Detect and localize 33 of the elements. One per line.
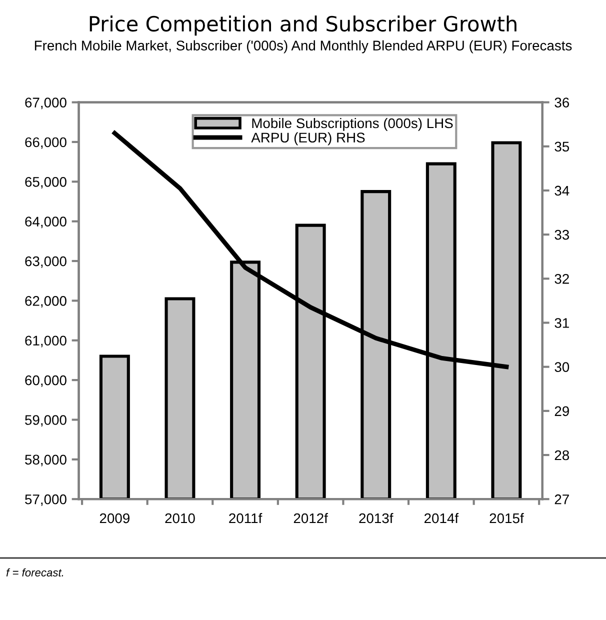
- y-tick-label: 62,000: [25, 296, 66, 308]
- y-tick-label: 60,000: [25, 375, 66, 387]
- x-tick-label: 2010: [165, 513, 195, 524]
- y2-tick-label: 33: [554, 230, 570, 240]
- y-tick-label: 57,000: [25, 494, 66, 506]
- y2-tick-label: 32: [554, 274, 569, 284]
- y2-tick-label: 34: [554, 186, 570, 196]
- y2-tick-label: 35: [554, 142, 570, 152]
- y2-tick-label: 31: [554, 318, 569, 328]
- x-tick-label: 2012f: [294, 513, 328, 524]
- legend-label: ARPU (EUR) RHS: [251, 132, 365, 146]
- x-tick-label: 2009: [100, 513, 130, 524]
- y-tick-label: 61,000: [25, 336, 66, 348]
- y2-tick-label: 36: [554, 98, 570, 108]
- y-tick-label: 59,000: [25, 415, 66, 427]
- y2-tick-label: 27: [554, 494, 569, 504]
- y2-tick-label: 28: [554, 450, 570, 460]
- chart-title: Price Competition and Subscriber Growth: [90, 16, 516, 36]
- chart-subtitle: French Mobile Market, Subscriber ('000s) And Monthly Blended ARPU (EUR) Forecasts: [34, 40, 572, 54]
- y-tick-label: 66,000: [25, 137, 66, 149]
- y-tick-label: 63,000: [25, 256, 66, 268]
- y-tick-label: 64,000: [25, 216, 66, 228]
- x-tick-label: 2014f: [424, 513, 459, 524]
- y2-tick-label: 29: [554, 406, 569, 416]
- x-tick-label: 2013f: [359, 513, 394, 524]
- y-tick-label: 67,000: [25, 98, 66, 110]
- x-tick-label: 2011f: [229, 513, 262, 524]
- legend-label: Mobile Subscriptions (000s) LHS: [252, 118, 453, 131]
- x-tick-label: 2015f: [490, 513, 524, 524]
- y2-tick-label: 30: [554, 362, 570, 372]
- y-tick-label: 58,000: [25, 454, 66, 466]
- text: f = forecast.: [6, 568, 64, 576]
- y-tick-label: 65,000: [25, 176, 66, 188]
